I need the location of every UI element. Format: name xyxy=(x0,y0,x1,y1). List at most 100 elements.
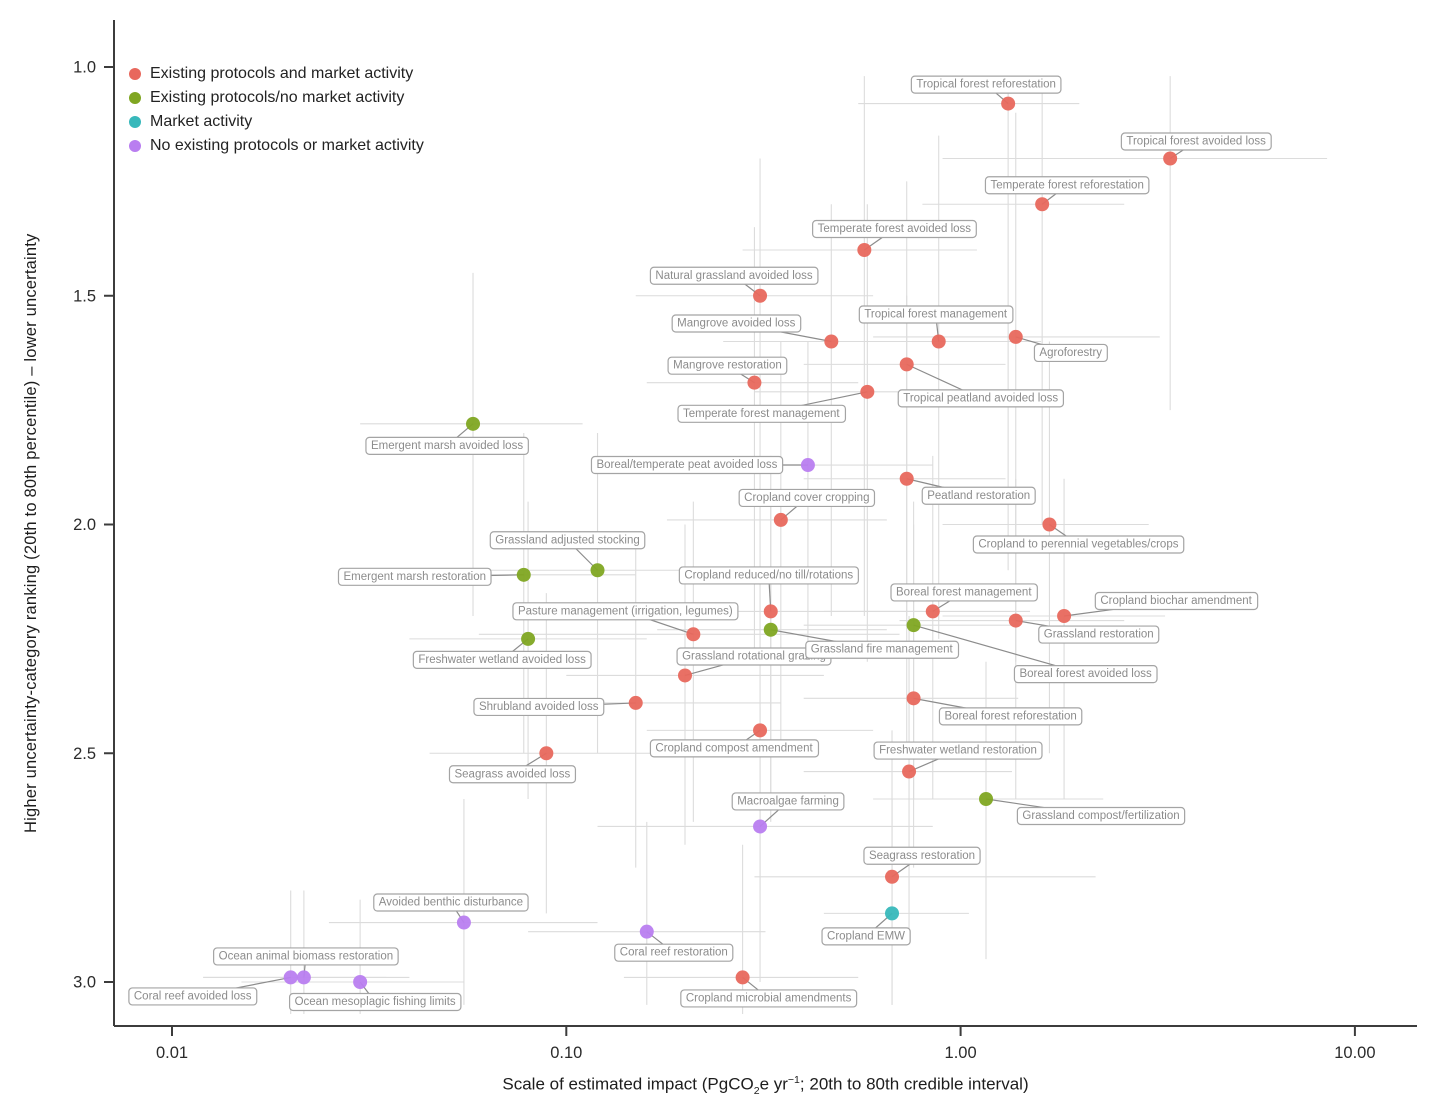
point-label-box xyxy=(1013,665,1158,684)
point-label-boreal-temperate-peat-avoided-loss: Boreal/temperate peat avoided loss xyxy=(590,455,784,475)
data-point-grassland-compost-fertilization xyxy=(979,792,994,806)
point-label-text: Emergent marsh restoration xyxy=(343,571,486,583)
point-label-tropical-forest-avoided-loss: Tropical forest avoided loss xyxy=(1120,132,1272,151)
point-label-avoided-benthic-disturbance: Avoided benthic disturbance xyxy=(373,893,529,912)
data-point-tropical-forest-reforestation xyxy=(1001,96,1016,111)
point-label-box xyxy=(972,535,1185,554)
point-label-tropical-peatland-avoided-loss: Tropical peatland avoided loss xyxy=(897,389,1065,408)
point-label-text: Grassland fire management xyxy=(811,644,954,656)
point-label-pasture-management-irrigation-legumes: Pasture management (irrigation, legumes) xyxy=(512,602,739,621)
point-label-box xyxy=(873,741,1043,760)
point-label-box xyxy=(863,846,981,865)
legend-label: No existing protocols or market activity xyxy=(150,137,424,154)
point-label-text: Peatland restoration xyxy=(927,490,1030,502)
point-label-grassland-adjusted-stocking: Grassland adjusted stocking xyxy=(489,531,646,550)
point-label-text: Natural grassland avoided loss xyxy=(655,270,813,282)
point-label-text: Macroalgae farming xyxy=(737,795,839,807)
legend: Existing protocols and market activity Ex… xyxy=(129,64,424,156)
data-point-cropland-compost-amendment xyxy=(753,723,768,738)
data-point-agroforestry xyxy=(1008,329,1023,344)
point-label-tropical-forest-reforestation: Tropical forest reforestation xyxy=(910,75,1062,94)
x-axis-title-sup: −1 xyxy=(787,1074,800,1086)
point-label-seagrass-restoration: Seagrass restoration xyxy=(863,846,981,865)
point-label-grassland-restoration: Grassland restoration xyxy=(1038,625,1160,644)
point-label-text: Coral reef restoration xyxy=(620,947,728,959)
x-tick-label: 0.01 xyxy=(156,1044,188,1062)
point-label-temperate-forest-avoided-loss: Temperate forest avoided loss xyxy=(812,219,977,239)
point-label-box xyxy=(677,404,847,423)
legend-dot-icon xyxy=(129,116,141,128)
point-label-box xyxy=(731,792,845,811)
point-label-text: Coral reef avoided loss xyxy=(134,990,252,1002)
point-label-cropland-to-perennial-vegetables-crops: Cropland to perennial vegetables/crops xyxy=(972,535,1185,554)
point-label-cropland-microbial-amendments: Cropland microbial amendments xyxy=(680,989,858,1008)
data-point-tropical-forest-avoided-loss xyxy=(1163,151,1178,166)
point-label-text: Cropland EMW xyxy=(827,930,905,942)
data-point-seagrass-restoration xyxy=(885,869,900,884)
point-label-box xyxy=(1094,591,1259,611)
point-label-cropland-reduced-no-till-rotations: Cropland reduced/no till/rotations xyxy=(678,566,859,585)
point-label-box xyxy=(921,486,1036,505)
data-point-boreal-temperate-peat-avoided-loss xyxy=(800,458,815,473)
legend-label: Existing protocols and market activity xyxy=(150,65,414,82)
data-point-natural-grassland-avoided-loss xyxy=(753,288,768,303)
x-axis-title-sub: 2 xyxy=(753,1085,760,1098)
point-label-text: Mangrove avoided loss xyxy=(677,318,796,330)
point-label-tropical-forest-management: Tropical forest management xyxy=(858,305,1014,324)
data-point-ocean-animal-biomass-restoration xyxy=(296,970,311,985)
x-axis-title-post: ; 20th to 80th credible interval) xyxy=(799,1074,1029,1094)
point-label-box xyxy=(858,305,1014,324)
legend-label: Market activity xyxy=(150,113,253,130)
point-label-agroforestry: Agroforestry xyxy=(1033,343,1108,363)
point-label-text: Grassland adjusted stocking xyxy=(495,534,639,546)
point-label-text: Cropland to perennial vegetables/crops xyxy=(978,539,1178,551)
point-label-text: Temperate forest avoided loss xyxy=(818,223,972,235)
point-label-text: Grassland restoration xyxy=(1044,629,1154,641)
point-label-text: Mangrove restoration xyxy=(673,360,782,372)
y-tick-label: 1.5 xyxy=(73,287,96,305)
point-label-box xyxy=(1033,343,1108,363)
data-point-mangrove-avoided-loss xyxy=(824,334,839,349)
data-point-boreal-forest-reforestation xyxy=(906,691,921,706)
point-label-box xyxy=(910,75,1062,94)
point-label-mangrove-restoration: Mangrove restoration xyxy=(667,356,788,375)
point-label-box xyxy=(805,640,960,659)
point-label-text: Cropland microbial amendments xyxy=(686,992,852,1004)
point-label-text: Boreal forest reforestation xyxy=(944,710,1076,722)
point-label-boreal-forest-reforestation: Boreal forest reforestation xyxy=(938,707,1083,726)
data-point-pasture-management-irrigation-legumes xyxy=(686,627,701,642)
legend-item-epn: Existing protocols/no market activity xyxy=(129,88,424,108)
legend-item-nep: No existing protocols or market activity xyxy=(129,136,424,156)
legend-item-epm: Existing protocols and market activity xyxy=(129,64,424,84)
data-point-peatland-restoration xyxy=(899,471,914,486)
legend-dot-icon xyxy=(129,68,141,80)
point-label-text: Freshwater wetland restoration xyxy=(879,745,1037,757)
point-label-seagrass-avoided-loss: Seagrass avoided loss xyxy=(448,765,577,784)
x-tick-label: 0.10 xyxy=(550,1044,582,1062)
point-label-peatland-restoration: Peatland restoration xyxy=(921,486,1036,505)
point-label-box xyxy=(680,989,858,1008)
point-label-freshwater-wetland-avoided-loss: Freshwater wetland avoided loss xyxy=(412,650,592,669)
data-point-cropland-cover-cropping xyxy=(773,512,788,527)
legend-dot-icon xyxy=(129,92,141,104)
point-label-temperate-forest-reforestation: Temperate forest reforestation xyxy=(984,176,1150,195)
point-label-box xyxy=(649,266,819,285)
data-point-tropical-peatland-avoided-loss xyxy=(899,357,914,372)
x-axis-title: Scale of estimated impact (PgCO2e yr−1; … xyxy=(114,1074,1417,1097)
point-label-ocean-animal-biomass-restoration: Ocean animal biomass restoration xyxy=(213,947,399,966)
data-point-boreal-forest-avoided-loss xyxy=(906,618,921,633)
x-tick-label: 1.00 xyxy=(945,1044,977,1062)
legend-dot-icon xyxy=(129,140,141,152)
data-point-seagrass-avoided-loss xyxy=(539,746,554,761)
point-label-box xyxy=(512,602,739,621)
point-label-freshwater-wetland-restoration: Freshwater wetland restoration xyxy=(873,741,1043,760)
data-point-emergent-marsh-restoration xyxy=(516,567,531,582)
x-tick-label: 10.00 xyxy=(1334,1044,1375,1062)
data-point-tropical-forest-management xyxy=(931,334,946,349)
point-label-text: Freshwater wetland avoided loss xyxy=(418,654,586,666)
data-points xyxy=(283,96,1178,989)
data-point-grassland-adjusted-stocking xyxy=(590,563,605,578)
axes: 0.01 0.10 1.00 10.00 1.0 1.5 2.0 2.5 3.0 xyxy=(73,20,1417,1062)
y-tick-label: 3.0 xyxy=(73,974,96,992)
point-label-boreal-forest-avoided-loss: Boreal forest avoided loss xyxy=(1013,665,1158,684)
